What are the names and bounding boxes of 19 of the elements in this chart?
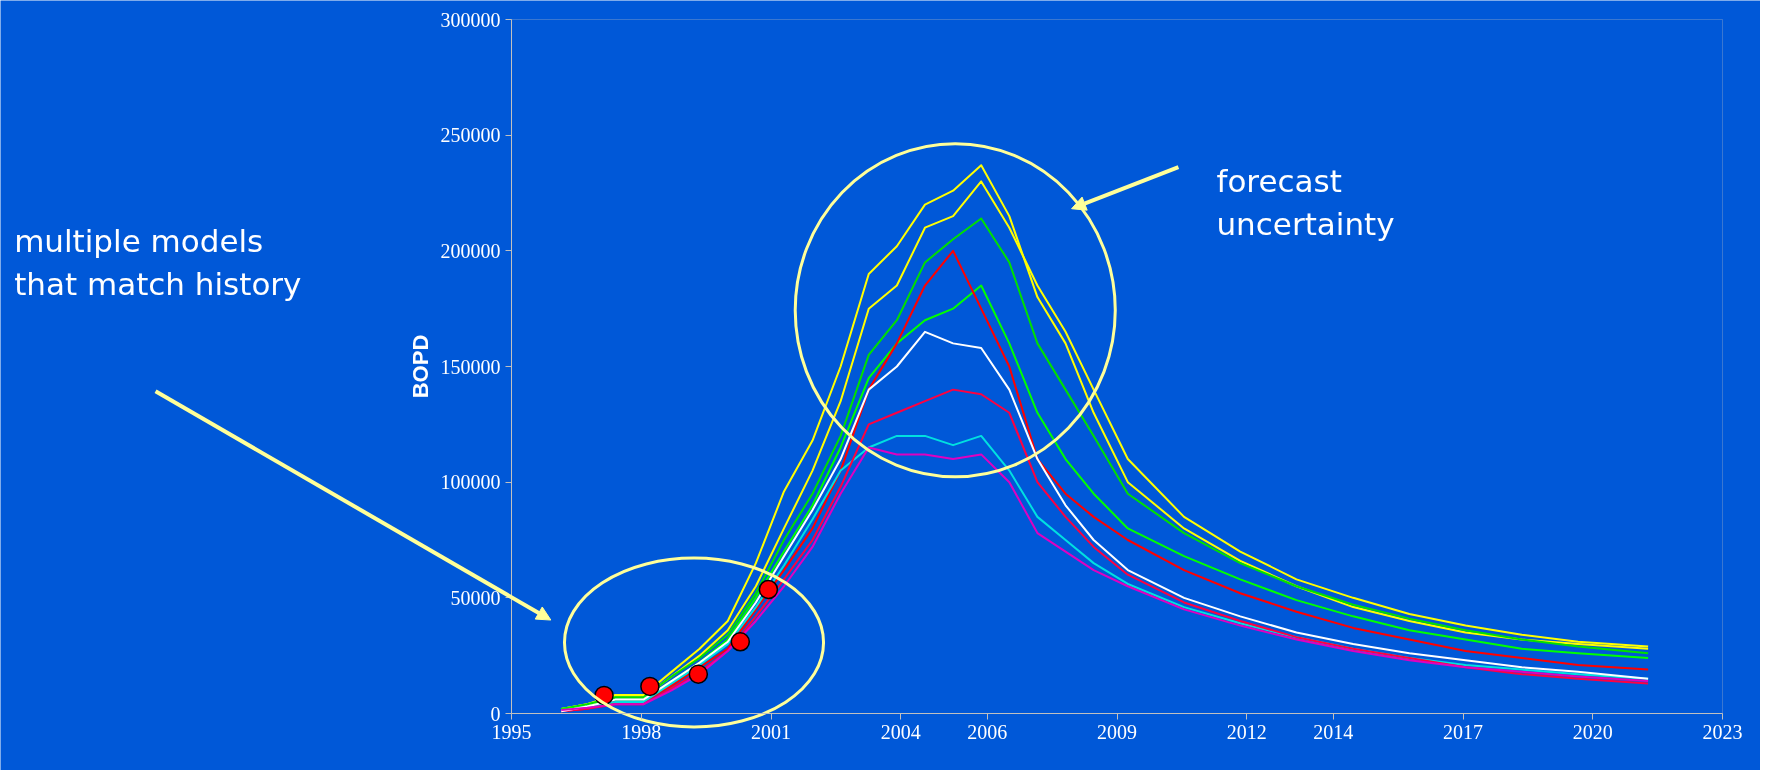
y-tick-label: 300000 [440, 8, 501, 31]
x-tick-label: 2012 [1226, 720, 1267, 743]
x-tick-label: 2017 [1443, 720, 1483, 743]
x-tick-label: 1998 [621, 720, 662, 743]
x-tick-label: 2020 [1572, 720, 1613, 743]
y-tick-label: 50000 [450, 586, 501, 609]
y-tick-label: 200000 [440, 239, 501, 262]
x-tick-label: 2014 [1313, 720, 1354, 743]
x-tick-label: 2001 [751, 720, 791, 743]
y-tick-label: 100000 [440, 471, 501, 494]
x-tick-label: 2009 [1097, 720, 1137, 743]
text: multiple models that match history [14, 223, 302, 303]
x-tick-label: 2023 [1702, 720, 1743, 743]
x-tick-label: 2006 [967, 720, 1008, 743]
y-tick-label: 150000 [440, 355, 501, 378]
y-tick-label: 250000 [440, 124, 501, 147]
y-axis-title: BOPD [407, 334, 433, 399]
x-tick-label: 2004 [880, 720, 921, 743]
annotation: forecast uncertainty [1216, 162, 1395, 243]
